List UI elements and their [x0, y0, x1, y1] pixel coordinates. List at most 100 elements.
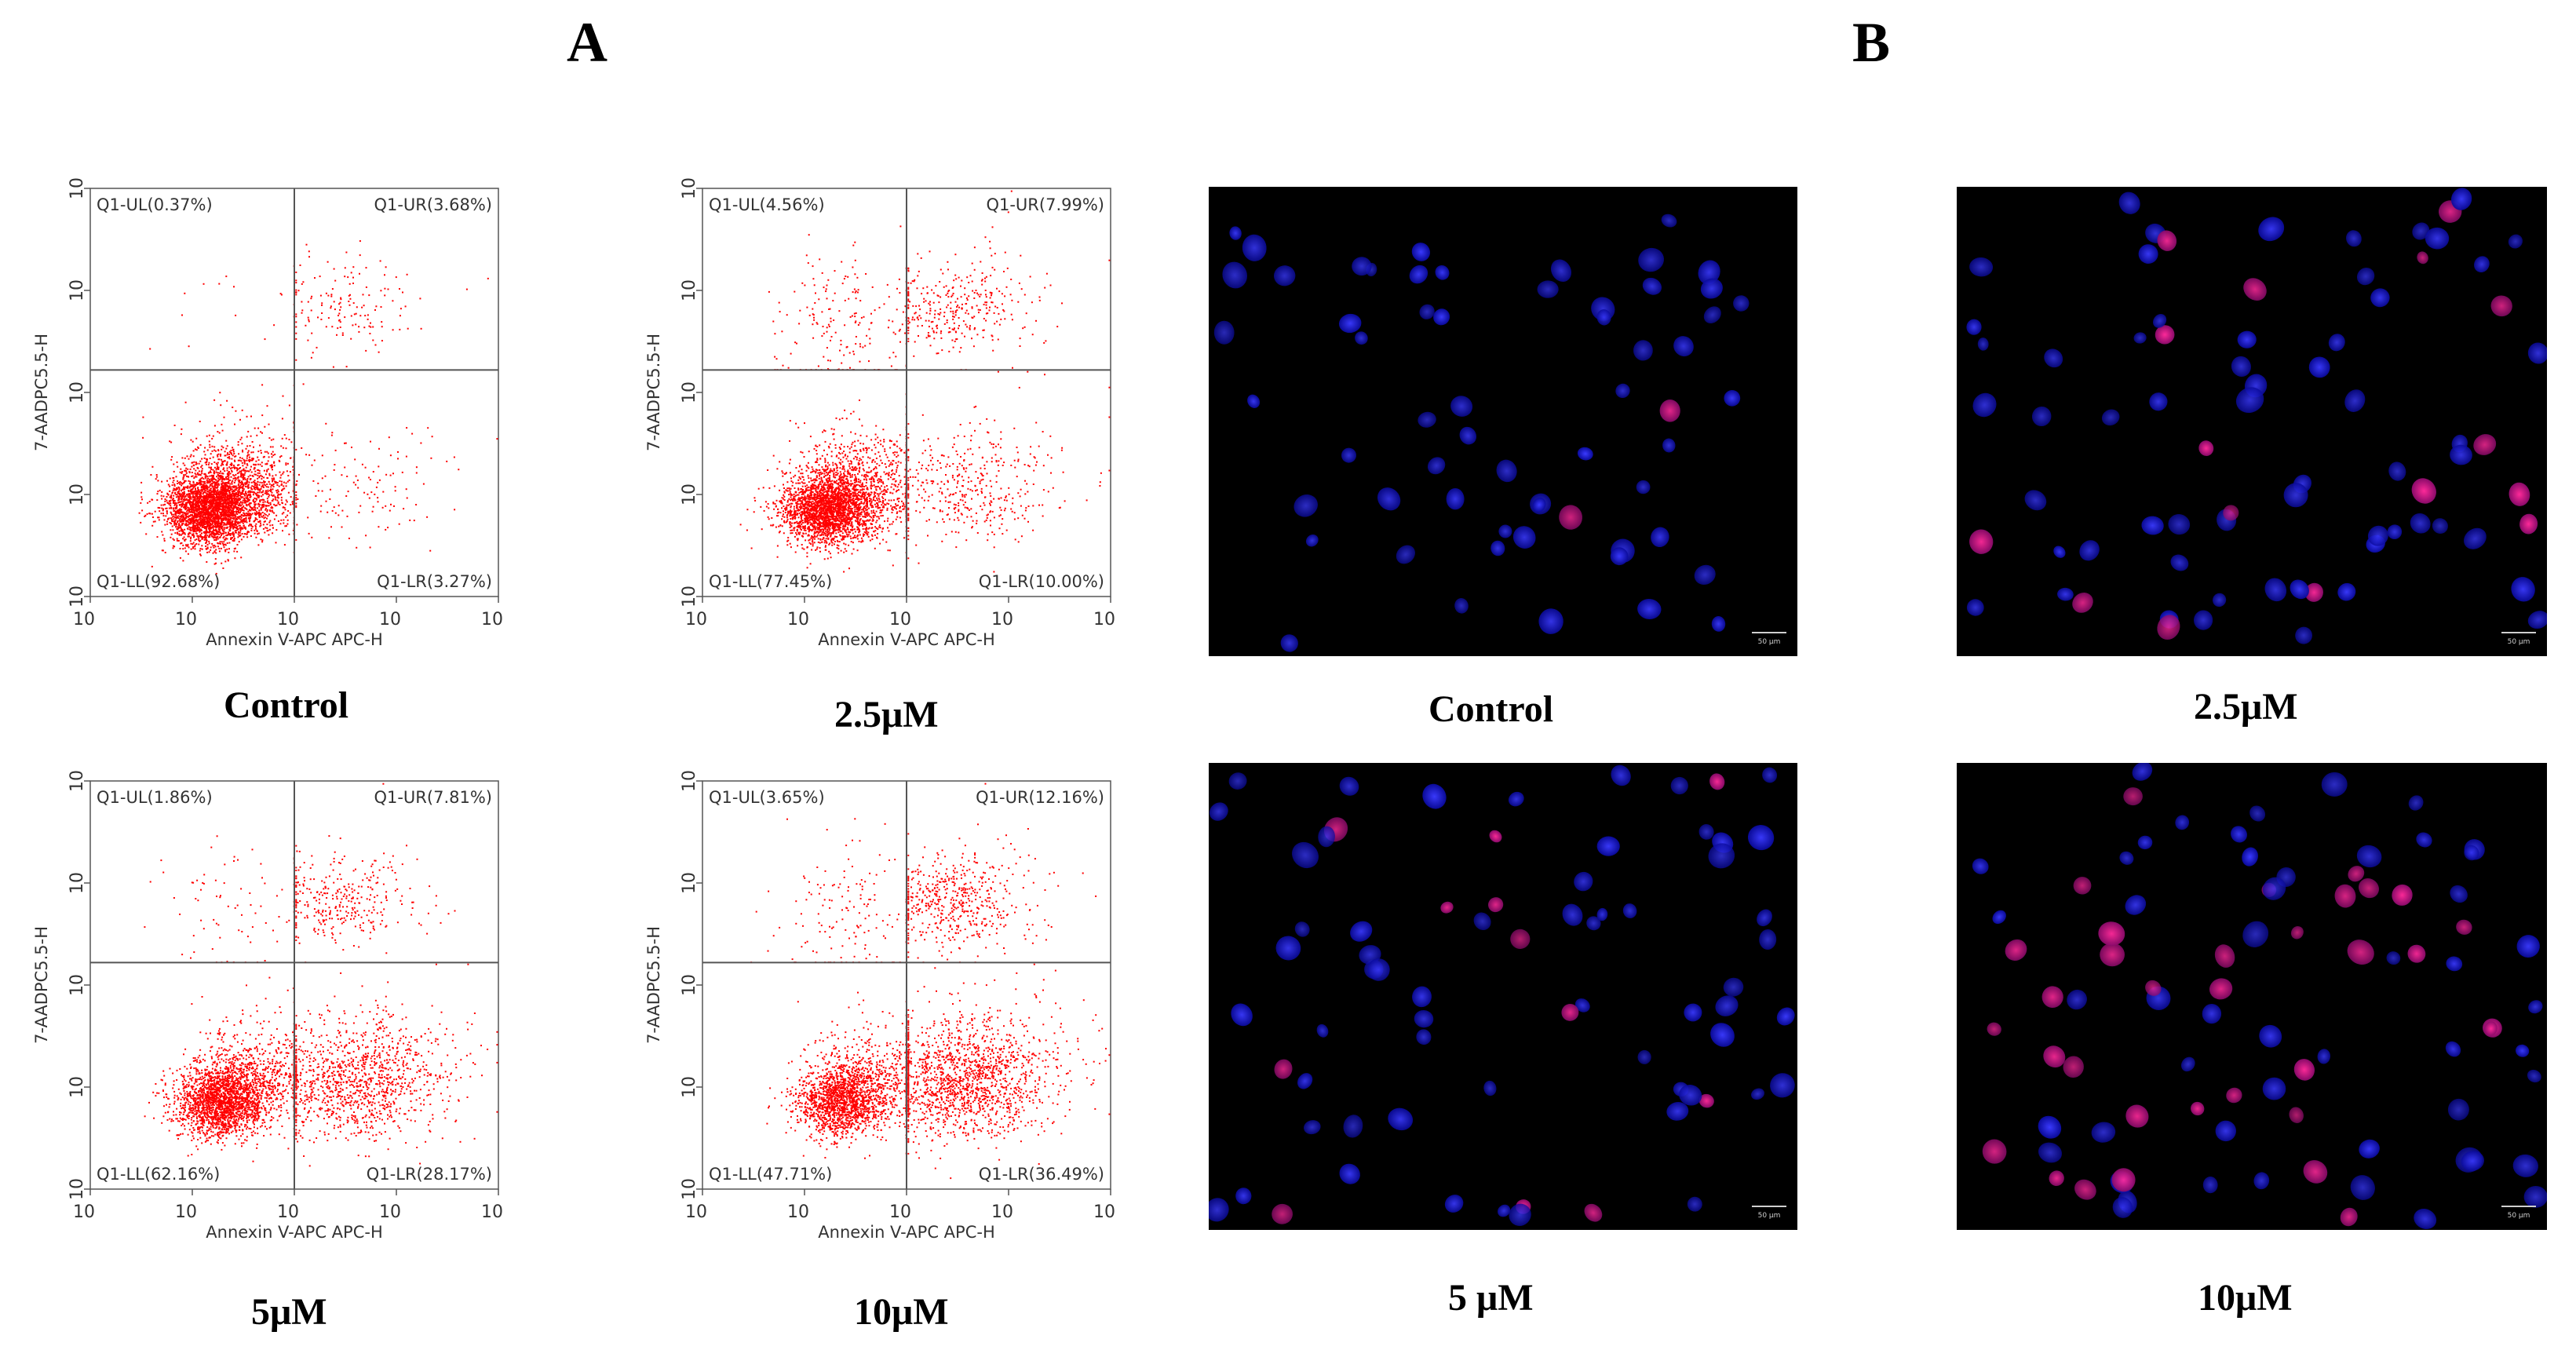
scatter-point: [247, 510, 250, 513]
scatter-point: [205, 512, 207, 514]
scatter-point: [214, 466, 216, 469]
scatter-point: [162, 504, 165, 506]
scatter-point: [221, 475, 222, 477]
scatter-point: [772, 524, 774, 527]
scatter-point: [188, 521, 190, 524]
scatter-point: [834, 523, 836, 525]
scatter-point: [222, 486, 224, 488]
scatter-point: [223, 524, 225, 526]
scatter-point: [179, 556, 181, 559]
scatter-point: [193, 496, 195, 498]
scatter-point: [217, 542, 219, 544]
scatter-point: [234, 514, 236, 516]
scatter-point: [202, 480, 204, 483]
scatter-point: [857, 464, 859, 466]
scatter-point: [272, 511, 274, 513]
scatter-point: [221, 520, 222, 522]
scatter-point: [232, 502, 234, 504]
scatter-point: [234, 520, 236, 523]
scatter-point: [198, 543, 200, 545]
scatter-point: [225, 484, 228, 487]
scatter-point: [205, 474, 207, 476]
scatter-point: [194, 496, 196, 498]
scatter-point: [405, 488, 407, 491]
scatter-point: [263, 480, 265, 483]
scatter-point: [254, 464, 257, 466]
scatter-point: [213, 507, 215, 509]
scatter-point: [169, 522, 171, 524]
scatter-point: [327, 511, 329, 513]
scatter-point: [827, 445, 830, 447]
scatter-point: [209, 493, 211, 494]
scatter-point: [285, 499, 287, 502]
scatter-point: [199, 498, 201, 501]
scatter-point: [215, 536, 217, 538]
scatter-point: [221, 489, 223, 491]
scatter-point: [171, 484, 173, 487]
scatter-point: [216, 464, 218, 466]
scatter-point: [204, 454, 206, 456]
scatter-point: [308, 256, 310, 258]
scatter-point: [204, 480, 206, 483]
scatter-point: [295, 497, 297, 499]
scatter-point: [230, 513, 232, 515]
scatter-point: [368, 497, 370, 499]
scatter-point: [267, 493, 269, 495]
scatter-point: [195, 495, 198, 498]
scatter-point: [316, 346, 318, 348]
scatter-point: [277, 493, 279, 495]
scatter-point: [238, 453, 240, 455]
scatter-point: [215, 507, 217, 509]
scatter-point: [336, 334, 338, 336]
scatter-point: [260, 507, 262, 509]
scatter-point: [224, 505, 226, 507]
scatter-point: [849, 476, 852, 479]
scatter-point: [210, 509, 212, 512]
scatter-point: [224, 531, 227, 534]
scatter-point: [810, 510, 812, 513]
scatter-point: [210, 514, 212, 516]
scatter-point: [301, 447, 303, 449]
scatter-point: [846, 519, 848, 520]
scatter-point: [899, 462, 902, 464]
scatter-point: [363, 305, 365, 307]
scatter-point: [367, 314, 369, 316]
scatter-point: [231, 483, 233, 485]
scatter-point: [896, 533, 898, 535]
scatter-point: [265, 484, 267, 487]
scatter-point: [286, 462, 289, 465]
scatter-point: [272, 484, 274, 487]
scatter-point: [345, 251, 348, 254]
scatter-point: [187, 499, 189, 502]
scatter-point: [195, 503, 198, 505]
scatter-point: [236, 476, 239, 479]
scatter-point: [238, 504, 240, 506]
scatter-point: [199, 554, 202, 556]
scatter-point: [812, 520, 815, 523]
scatter-point: [283, 506, 286, 509]
scatter-point: [828, 531, 830, 533]
scatter-point: [355, 312, 357, 315]
scatter-point: [220, 532, 222, 535]
scatter-point: [263, 520, 265, 523]
scatter-point: [339, 308, 341, 311]
scatter-point: [242, 487, 243, 490]
scatter-point: [237, 528, 239, 530]
scatter-point: [392, 300, 394, 302]
scatter-point: [192, 482, 195, 484]
scatter-point: [277, 520, 279, 522]
scatter-point: [812, 487, 815, 490]
scatter-point: [252, 451, 254, 454]
scatter-point: [205, 531, 207, 534]
scatter-point: [849, 519, 852, 520]
scatter-point: [394, 486, 396, 488]
scatter-point: [210, 532, 213, 535]
scatter-point: [194, 544, 196, 546]
scatter-point: [838, 484, 841, 487]
scatter-point: [188, 507, 190, 509]
scatter-point: [243, 461, 246, 463]
scatter-point: [237, 468, 239, 470]
scatter-point: [280, 519, 283, 521]
scatter-point: [388, 436, 390, 439]
scatter-point: [239, 499, 240, 502]
